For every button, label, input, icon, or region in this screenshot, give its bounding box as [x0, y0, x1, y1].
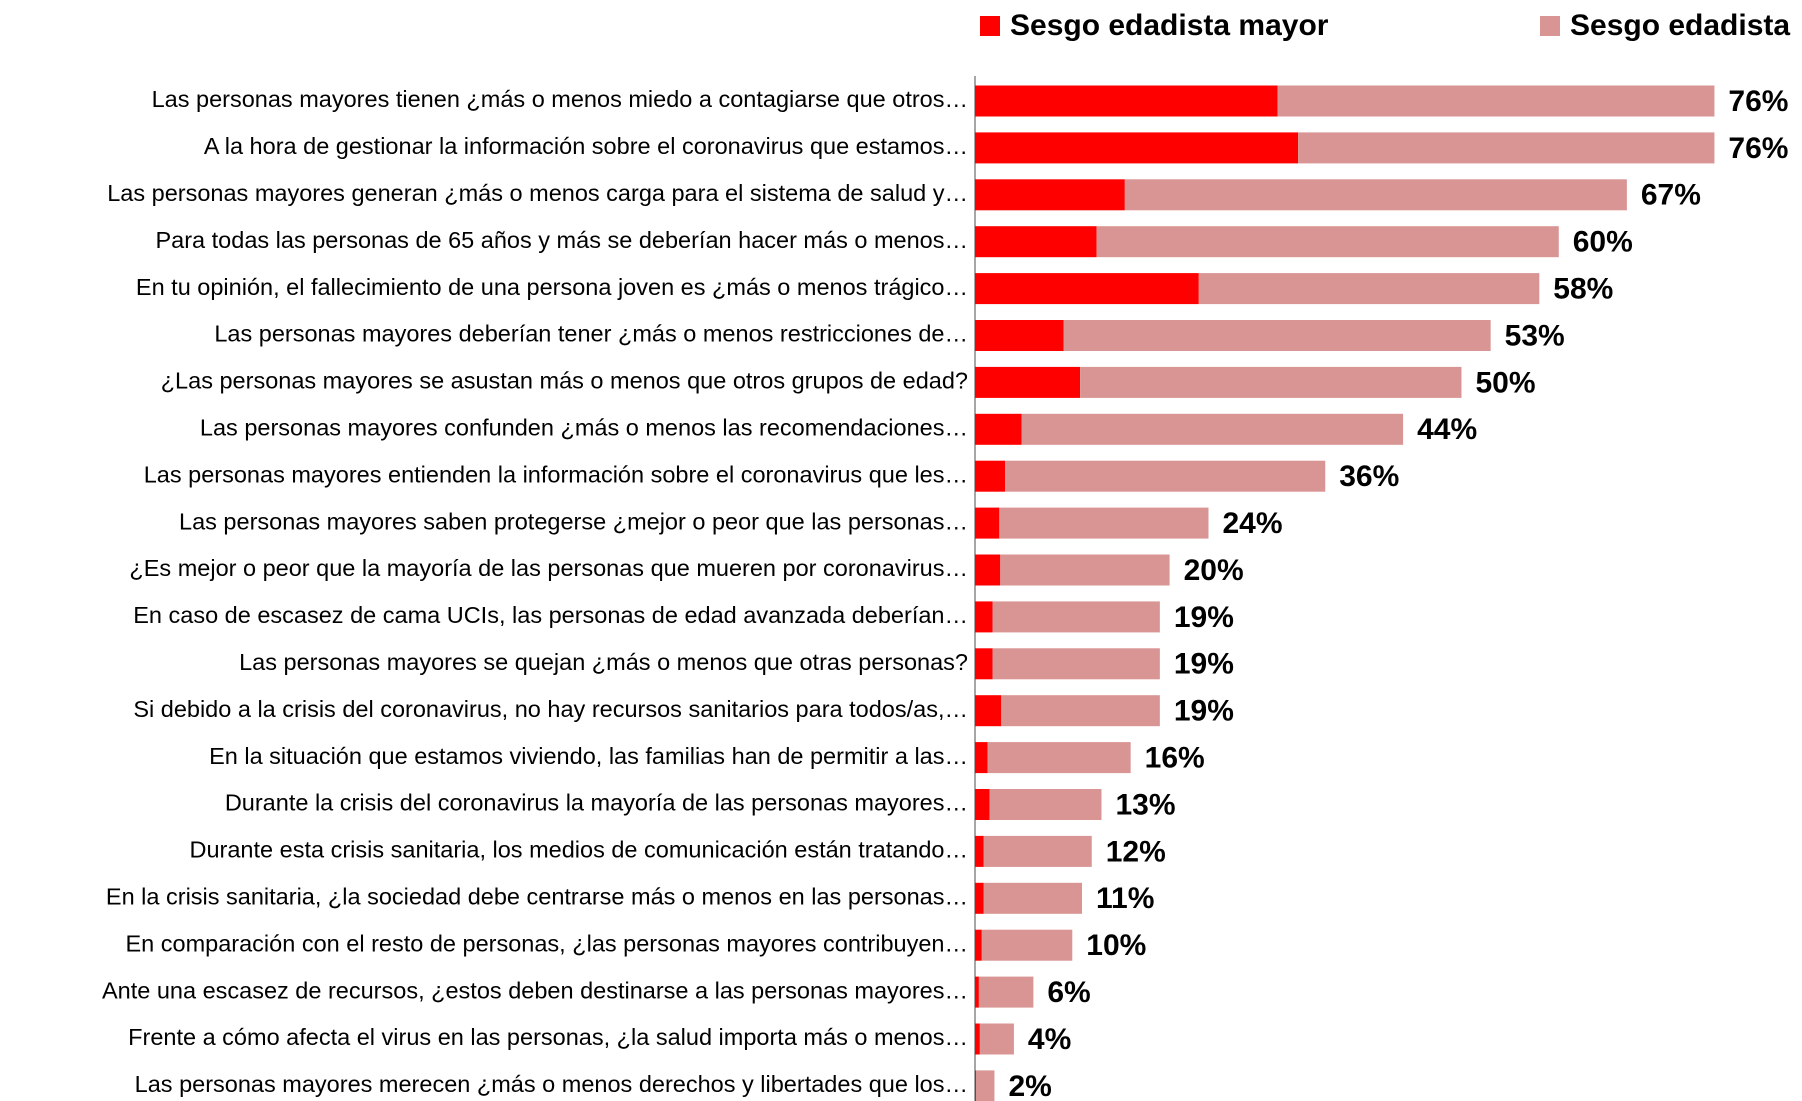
total-label: 19%: [1174, 648, 1234, 681]
bar-segment: [978, 976, 1034, 1008]
category-label: Durante la crisis del coronavirus la may…: [225, 790, 968, 816]
bar-segment: [1277, 85, 1715, 117]
total-label: 12%: [1106, 835, 1166, 868]
bar-segment: [1005, 460, 1326, 492]
bar-segment: [1124, 179, 1627, 211]
total-label: 53%: [1505, 319, 1565, 352]
total-label: 4%: [1028, 1023, 1071, 1056]
total-label: 60%: [1573, 226, 1633, 259]
bar-segment: [975, 507, 1000, 539]
total-label: 44%: [1417, 413, 1477, 446]
total-label: 11%: [1096, 882, 1154, 915]
category-label: En tu opinión, el fallecimiento de una p…: [136, 274, 968, 300]
category-label: Las personas mayores deberían tener ¿más…: [214, 321, 968, 347]
bar-segment: [975, 648, 993, 680]
category-label: A la hora de gestionar la información so…: [204, 133, 968, 159]
legend-label: Sesgo edadista: [1570, 9, 1790, 42]
bar-segment: [992, 601, 1160, 633]
legend-label: Sesgo edadista mayor: [1010, 9, 1329, 42]
bar-segment: [1000, 554, 1170, 586]
bar-segment: [1063, 320, 1491, 351]
total-label: 76%: [1728, 85, 1788, 118]
bar-segment: [1096, 226, 1559, 258]
bar-segment: [975, 695, 1002, 727]
bar-segment: [983, 835, 1092, 867]
total-label: 36%: [1339, 460, 1399, 493]
bar-segment: [992, 648, 1160, 680]
bar-segment: [975, 413, 1022, 445]
bar-segment: [975, 1070, 995, 1101]
total-label: 10%: [1086, 929, 1146, 962]
legend-swatch: [980, 16, 1000, 36]
category-label: Para todas las personas de 65 años y más…: [155, 227, 968, 253]
bar-segment: [975, 1070, 976, 1101]
bar-segment: [979, 1023, 1014, 1055]
bar-segment: [975, 132, 1299, 164]
total-label: 19%: [1174, 695, 1234, 728]
bar-segment: [1080, 366, 1462, 398]
total-label: 6%: [1047, 976, 1090, 1009]
total-label: 19%: [1174, 601, 1234, 634]
total-label: 20%: [1184, 554, 1244, 587]
bar-segment: [975, 835, 984, 867]
bar-segment: [975, 85, 1278, 117]
category-label: Las personas mayores merecen ¿más o meno…: [135, 1071, 968, 1097]
bar-segment: [981, 929, 1073, 961]
bar-segment: [975, 882, 984, 914]
total-label: 16%: [1145, 742, 1205, 775]
category-label: Las personas mayores entienden la inform…: [144, 461, 968, 487]
category-label: En comparación con el resto de personas,…: [125, 930, 968, 956]
total-label: 24%: [1223, 507, 1283, 540]
bar-segment: [1298, 132, 1715, 164]
bar-segment: [975, 789, 990, 820]
bar-segment: [975, 273, 1199, 305]
bar-segment: [975, 976, 979, 1008]
category-label: En la crisis sanitaria, ¿la sociedad deb…: [106, 884, 968, 910]
bar-segment: [975, 226, 1097, 258]
category-label: Las personas mayores tienen ¿más o menos…: [152, 86, 968, 112]
bar-segment: [975, 554, 1001, 586]
category-label: ¿Las personas mayores se asustan más o m…: [161, 368, 968, 394]
total-label: 50%: [1475, 366, 1535, 399]
bar-segment: [975, 179, 1125, 211]
bar-segment: [1021, 413, 1404, 445]
category-label: Las personas mayores se quejan ¿más o me…: [239, 649, 968, 675]
bar-segment: [975, 460, 1006, 492]
total-label: 13%: [1115, 788, 1175, 821]
total-label: 76%: [1728, 132, 1788, 165]
total-label: 67%: [1641, 179, 1701, 212]
category-label: Si debido a la crisis del coronavirus, n…: [133, 696, 968, 722]
category-label: En caso de escasez de cama UCIs, las per…: [133, 602, 968, 628]
legend-swatch: [1540, 16, 1560, 36]
category-label: Las personas mayores confunden ¿más o me…: [200, 415, 968, 441]
category-label: En la situación que estamos viviendo, la…: [209, 743, 968, 769]
category-label: ¿Es mejor o peor que la mayoría de las p…: [129, 555, 968, 581]
category-label: Frente a cómo afecta el virus en las per…: [128, 1024, 968, 1050]
bar-segment: [975, 320, 1064, 351]
category-label: Las personas mayores generan ¿más o meno…: [107, 180, 968, 206]
category-label: Durante esta crisis sanitaria, los medio…: [190, 837, 969, 863]
bar-segment: [975, 366, 1081, 398]
bar-segment: [1198, 273, 1540, 305]
category-label: Ante una escasez de recursos, ¿estos deb…: [102, 977, 968, 1003]
bar-segment: [999, 507, 1209, 539]
bar-segment: [989, 789, 1102, 820]
bar-segment: [1001, 695, 1160, 727]
total-label: 58%: [1553, 273, 1613, 306]
category-label: Las personas mayores saben protegerse ¿m…: [179, 508, 968, 534]
total-label: 2%: [1008, 1070, 1051, 1101]
bar-segment: [975, 929, 982, 961]
bar-segment: [975, 742, 988, 774]
bar-segment: [975, 601, 993, 633]
bar-segment: [983, 882, 1083, 914]
bar-segment: [975, 1023, 980, 1055]
bar-segment: [987, 742, 1131, 774]
